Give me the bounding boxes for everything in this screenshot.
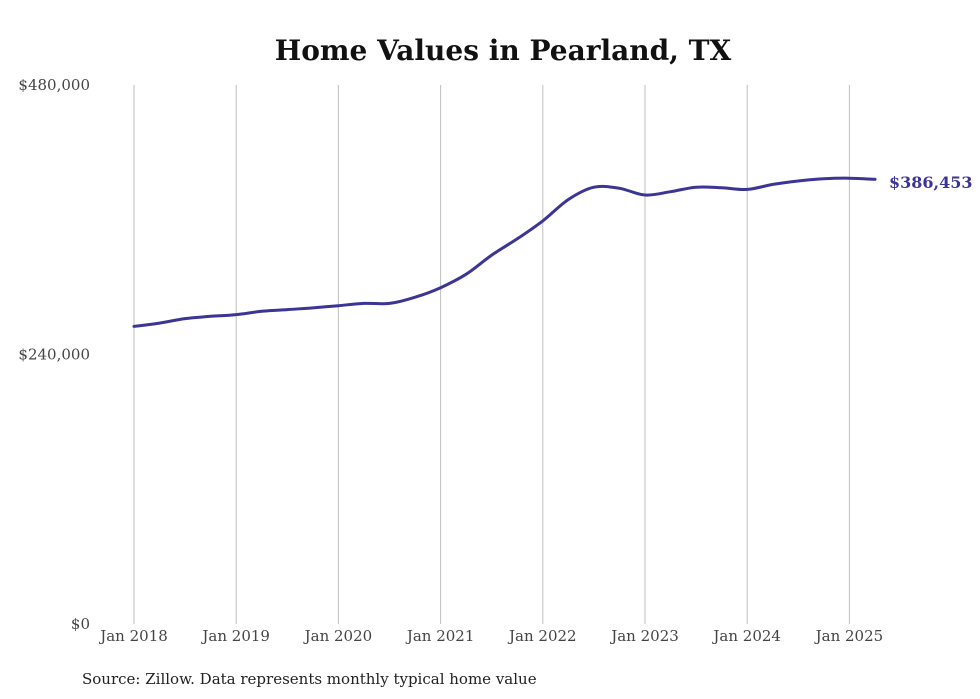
y-tick-label: $480,000 [18,76,90,94]
x-tick-label: Jan 2025 [814,627,884,645]
x-tick-label: Jan 2024 [711,627,781,645]
gridlines [133,85,850,624]
x-tick-label: Jan 2018 [98,627,168,645]
x-tick-label: Jan 2019 [200,627,270,645]
series-line [132,176,877,328]
source-note: Source: Zillow. Data represents monthly … [82,670,537,688]
x-axis-ticks: Jan 2018 Jan 2019 Jan 2020 Jan 2021 Jan 2022… [98,627,883,645]
chart-title: Home Values in Pearland, TX [275,34,732,67]
x-tick-label: Jan 2021 [405,627,475,645]
x-tick-label: Jan 2023 [609,627,679,645]
x-tick-label: Jan 2022 [507,627,577,645]
end-value-label: $386,453 [889,173,973,192]
y-axis-ticks: $0 $240,000 $480,000 [18,76,90,633]
x-tick-label: Jan 2020 [303,627,373,645]
y-tick-label: $0 [71,615,90,633]
y-tick-label: $240,000 [18,346,90,364]
